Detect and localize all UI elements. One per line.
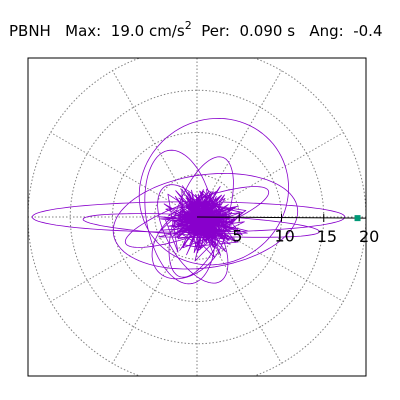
period-label: Per: <box>201 22 230 40</box>
station-code: PBNH <box>9 22 51 40</box>
grid-spoke <box>196 132 344 218</box>
radial-tick-label: 10 <box>274 227 294 246</box>
radial-tick-label: 20 <box>359 227 379 246</box>
angle-value: -0.4 <box>353 22 383 40</box>
max-label: Max: <box>65 22 102 40</box>
plot-frame <box>27 57 367 377</box>
grid-spoke <box>50 132 198 218</box>
angle-label: Ang: <box>309 22 344 40</box>
motion-trace-path <box>31 118 346 285</box>
particle-motion-trace <box>31 118 346 285</box>
peak-marker <box>354 215 361 222</box>
period-value: 0.090 s <box>239 22 296 40</box>
max-unit-exponent: 2 <box>184 19 192 32</box>
radial-axis: 5 10 15 20 <box>196 213 379 246</box>
grid-spoke <box>112 216 198 364</box>
radial-tick-label: 5 <box>232 226 242 245</box>
grid-spoke <box>112 70 198 218</box>
chart-header: PBNH Max: 19.0 cm/s2 Per: 0.090 s Ang: -… <box>9 17 383 41</box>
radial-tick-label: 15 <box>317 227 337 246</box>
peak-marker-layer <box>354 215 361 222</box>
max-value: 19.0 cm/s <box>110 22 185 40</box>
grid-spoke <box>50 216 198 302</box>
